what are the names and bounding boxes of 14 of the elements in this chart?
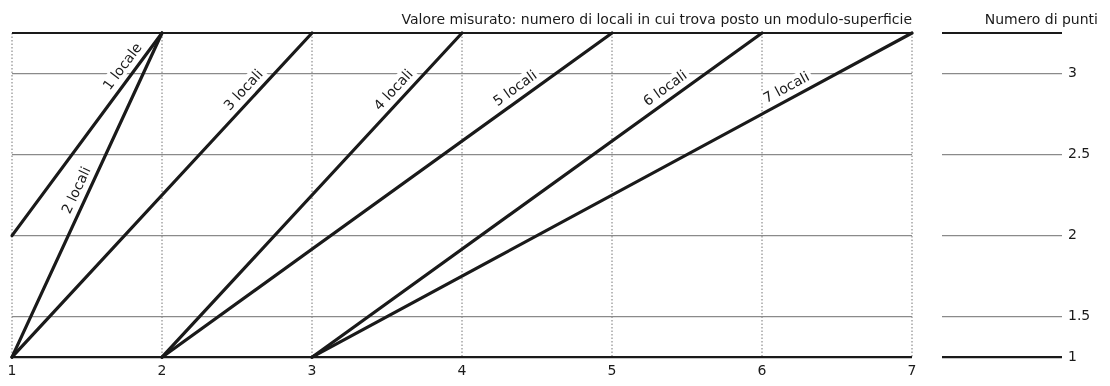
y-tick-label: 2.5	[1068, 145, 1091, 162]
x-tick-label: 1	[7, 362, 17, 379]
y-tick-label: 3	[1068, 64, 1077, 81]
y-tick-label: 2	[1068, 226, 1077, 243]
x-tick-label: 5	[607, 362, 617, 379]
x-tick-label: 4	[457, 362, 467, 379]
x-tick-label: 3	[307, 362, 317, 379]
x-axis-title: Valore misurato: numero di locali in cui trova posto un modulo-superficie	[401, 10, 912, 27]
x-tick-label: 2	[157, 362, 167, 379]
y-axis-title: Numero di punti	[984, 10, 1098, 27]
y-tick-label: 1.5	[1068, 307, 1091, 324]
x-tick-label: 6	[757, 362, 767, 379]
y-tick-label: 1	[1068, 347, 1077, 364]
x-tick-label: 7	[907, 362, 917, 379]
